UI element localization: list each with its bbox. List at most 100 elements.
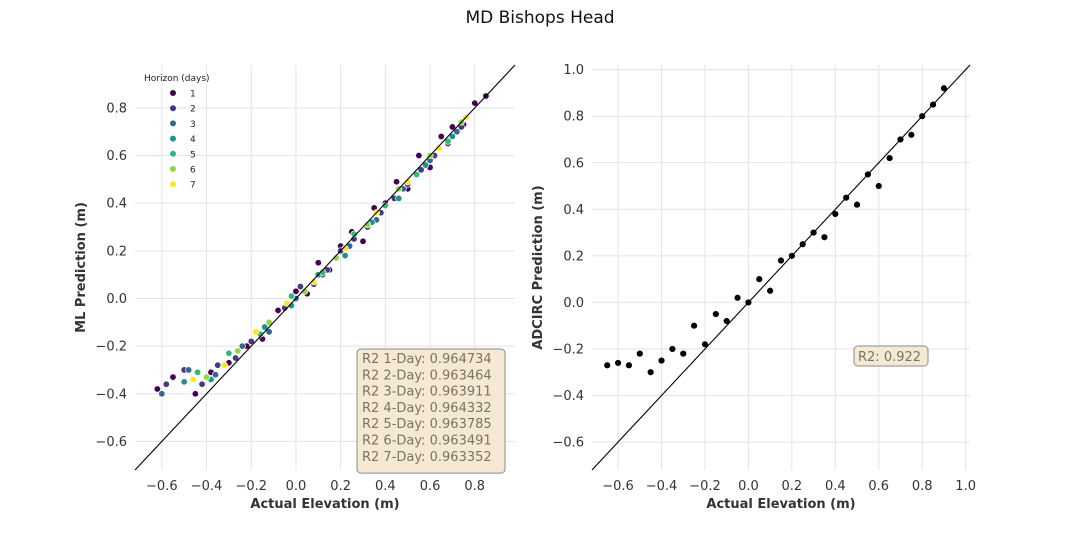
legend-marker: [169, 150, 177, 158]
data-point: [153, 385, 161, 393]
data-point: [198, 380, 206, 388]
data-point: [158, 390, 166, 398]
data-point: [162, 380, 170, 388]
data-point: [404, 178, 412, 186]
legend-label: 4: [190, 135, 196, 145]
legend-label: 3: [190, 120, 196, 130]
y-tick-label: 0.8: [563, 110, 584, 125]
legend-marker: [169, 119, 177, 127]
legend-marker: [169, 89, 177, 97]
x-tick-label: 0.6: [868, 479, 889, 494]
data-point: [238, 342, 246, 350]
data-point: [453, 128, 461, 136]
r2-annotation-text: R2 1-Day: 0.964734: [362, 352, 492, 367]
data-point: [194, 368, 202, 376]
y-tick-label: 1.0: [563, 63, 584, 78]
y-tick-label: 0.6: [563, 156, 584, 171]
x-tick-label: 0.0: [738, 479, 759, 494]
y-tick-label: −0.2: [95, 340, 127, 355]
data-point: [214, 361, 222, 369]
data-point: [831, 210, 840, 218]
data-point: [701, 340, 709, 349]
data-point: [341, 252, 349, 260]
ml-prediction-chart: −0.6 −0.4 −0.2 0.0 0.2 0.4 0.6 0.8 −0.6 −0.4 −0.2 0…: [74, 64, 516, 512]
adcirc-prediction-chart: −0.6 −0.4 −0.2 0.0 0.2 0.4 0.6 0.8 1.0 −0.6 −0.4 −0…: [531, 63, 976, 512]
r2-annotation-text: R2 6-Day: 0.963491: [362, 434, 492, 449]
figure-title: MD Bishops Head: [465, 8, 615, 28]
data-point: [220, 361, 228, 369]
data-point: [191, 390, 199, 398]
r2-annotation-box: [356, 348, 506, 474]
data-point: [690, 321, 698, 330]
r2-annotation-text: R2 2-Day: 0.963464: [362, 368, 492, 383]
y-tick-label: 0.0: [563, 296, 584, 311]
data-point: [603, 361, 611, 369]
data-point: [211, 371, 219, 379]
data-point: [350, 230, 358, 238]
data-point: [636, 349, 644, 358]
x-axis-label: Actual Elevation (m): [706, 497, 855, 512]
y-tick-label: −0.6: [552, 436, 584, 451]
legend-marker: [169, 165, 177, 173]
legend-marker: [169, 180, 177, 188]
data-point: [363, 221, 371, 229]
data-point: [668, 345, 677, 353]
x-tick-label: 0.4: [825, 479, 846, 494]
data-point: [875, 182, 883, 190]
legend-label: 6: [190, 166, 196, 176]
x-tick-label: 0.6: [420, 479, 441, 494]
data-point: [381, 202, 389, 210]
data-point: [777, 256, 785, 265]
x-tick-label: 0.2: [782, 479, 803, 494]
legend-marker: [169, 104, 177, 112]
y-axis-label: ML Prediction (m): [74, 202, 89, 333]
data-point: [437, 132, 445, 140]
data-point: [415, 152, 423, 160]
data-point: [189, 375, 197, 383]
y-tick-label: 0.4: [106, 197, 127, 212]
y-tick-label: 0.4: [563, 203, 584, 218]
data-point: [292, 287, 300, 295]
data-point: [448, 132, 456, 140]
r2-annotation-text: R2 4-Day: 0.964332: [362, 401, 492, 416]
data-point: [853, 200, 861, 209]
y-tick-label: −0.2: [552, 342, 584, 357]
data-point: [341, 244, 349, 252]
x-axis-label: Actual Elevation (m): [250, 497, 399, 512]
data-point: [319, 268, 327, 276]
data-point: [261, 323, 269, 331]
data-point: [766, 287, 774, 295]
legend-label: 5: [190, 150, 196, 160]
r2-annotation-text: R2: 0.922: [858, 350, 921, 365]
y-tick-label: −0.4: [552, 389, 584, 404]
r2-annotation-text: R2 3-Day: 0.963911: [362, 385, 492, 400]
y-tick-label: 0.2: [563, 249, 584, 264]
x-tick-label: −0.6: [602, 479, 634, 494]
data-point: [614, 359, 622, 367]
data-point: [310, 278, 318, 286]
data-point: [203, 373, 211, 381]
data-point: [395, 194, 403, 202]
data-point: [417, 166, 425, 174]
data-point: [232, 354, 240, 362]
data-point: [252, 328, 260, 336]
x-tick-label: 0.8: [912, 479, 933, 494]
data-point: [646, 368, 655, 376]
legend-label: 7: [190, 181, 196, 191]
data-point: [314, 259, 322, 267]
x-tick-label: 1.0: [955, 479, 976, 494]
legend-label: 2: [190, 105, 196, 115]
data-point: [885, 154, 894, 162]
y-tick-label: 0.0: [106, 292, 127, 307]
data-point: [265, 328, 273, 336]
data-point: [733, 294, 742, 302]
x-tick-label: −0.2: [235, 479, 267, 494]
data-point: [444, 137, 452, 145]
data-point: [332, 254, 340, 262]
data-point: [393, 178, 401, 186]
data-point: [247, 337, 255, 345]
r2-annotation-text: R2 5-Day: 0.963785: [362, 417, 492, 432]
data-point: [625, 361, 633, 369]
